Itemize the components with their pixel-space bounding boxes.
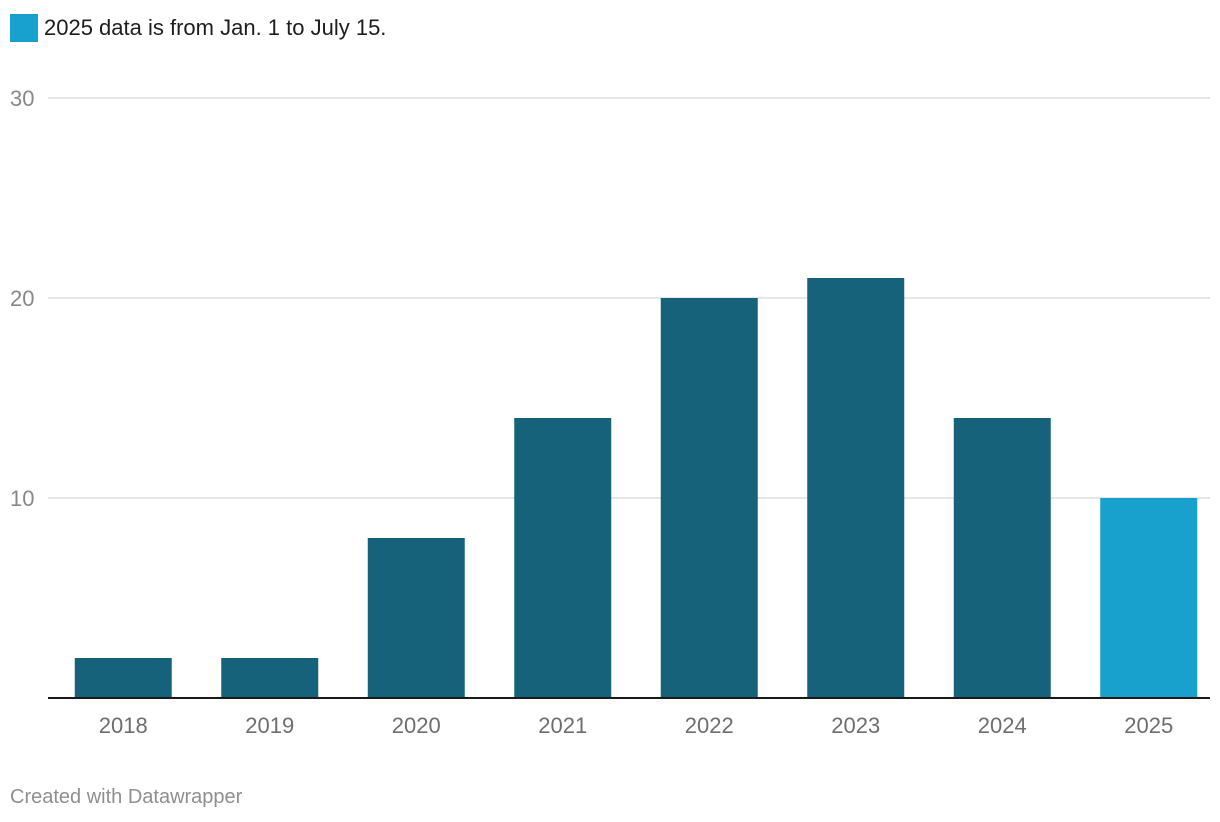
x-tick-label: 2024 (978, 713, 1027, 738)
x-tick-label: 2019 (245, 713, 294, 738)
y-tick-label: 20 (10, 286, 34, 311)
bar-2024 (953, 418, 1051, 698)
bar-2018 (74, 658, 172, 698)
x-tick-label: 2018 (99, 713, 148, 738)
y-tick-label: 30 (10, 86, 34, 111)
x-tick-label: 2022 (685, 713, 734, 738)
bar-2022 (660, 298, 758, 698)
legend-label: 2025 data is from Jan. 1 to July 15. (44, 15, 387, 40)
x-tick-label: 2021 (538, 713, 587, 738)
legend-swatch (10, 14, 38, 42)
bar-2019 (221, 658, 319, 698)
footer-credit: Created with Datawrapper (10, 786, 243, 808)
x-tick-label: 2025 (1124, 713, 1173, 738)
y-tick-label: 10 (10, 486, 34, 511)
bar-2025 (1100, 498, 1198, 698)
x-tick-label: 2023 (831, 713, 880, 738)
x-tick-label: 2020 (392, 713, 441, 738)
bar-2021 (514, 418, 612, 698)
bar-2020 (367, 538, 465, 698)
legend: 2025 data is from Jan. 1 to July 15. (10, 14, 386, 42)
bar-2023 (807, 278, 905, 698)
